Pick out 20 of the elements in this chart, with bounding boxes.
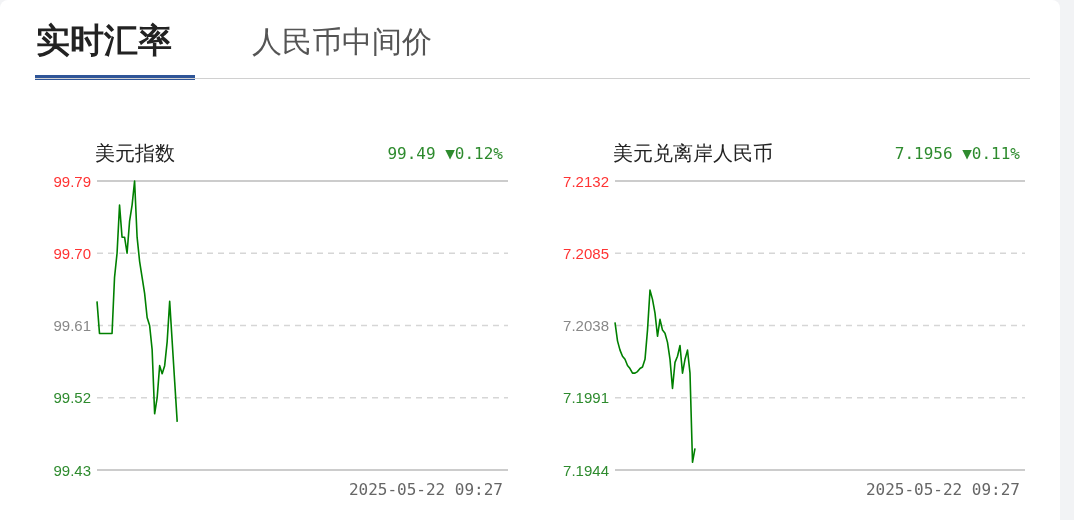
y-tick-label: 7.1991 xyxy=(563,389,609,407)
text: 2025-05-22 09:27 xyxy=(348,480,503,499)
chart-subtitle: 7.1956 ▼0.11% xyxy=(894,144,1021,163)
chart-title: 美元兑离岸人民币 xyxy=(613,142,773,164)
text: 人民币中间价 xyxy=(252,25,432,58)
y-tick-label: 7.2038 xyxy=(563,317,609,334)
y-tick-label: 99.61 xyxy=(53,317,91,334)
y-tick-label: 7.2085 xyxy=(563,244,609,262)
text: 实时汇率 xyxy=(36,21,172,59)
y-tick-label: 99.70 xyxy=(53,244,91,262)
text: 2025-05-22 09:27 xyxy=(865,480,1020,499)
y-tick-label: 99.43 xyxy=(53,461,91,479)
chart-title: 美元指数 xyxy=(95,142,175,164)
line-series xyxy=(614,289,696,464)
y-tick-label: 99.52 xyxy=(53,389,91,407)
y-tick-label: 99.79 xyxy=(53,172,91,190)
y-tick-label: 7.2132 xyxy=(563,172,609,190)
line-series xyxy=(96,180,178,423)
chart-subtitle: 99.49 ▼0.12% xyxy=(387,144,504,163)
y-tick-label: 7.1944 xyxy=(563,461,609,479)
